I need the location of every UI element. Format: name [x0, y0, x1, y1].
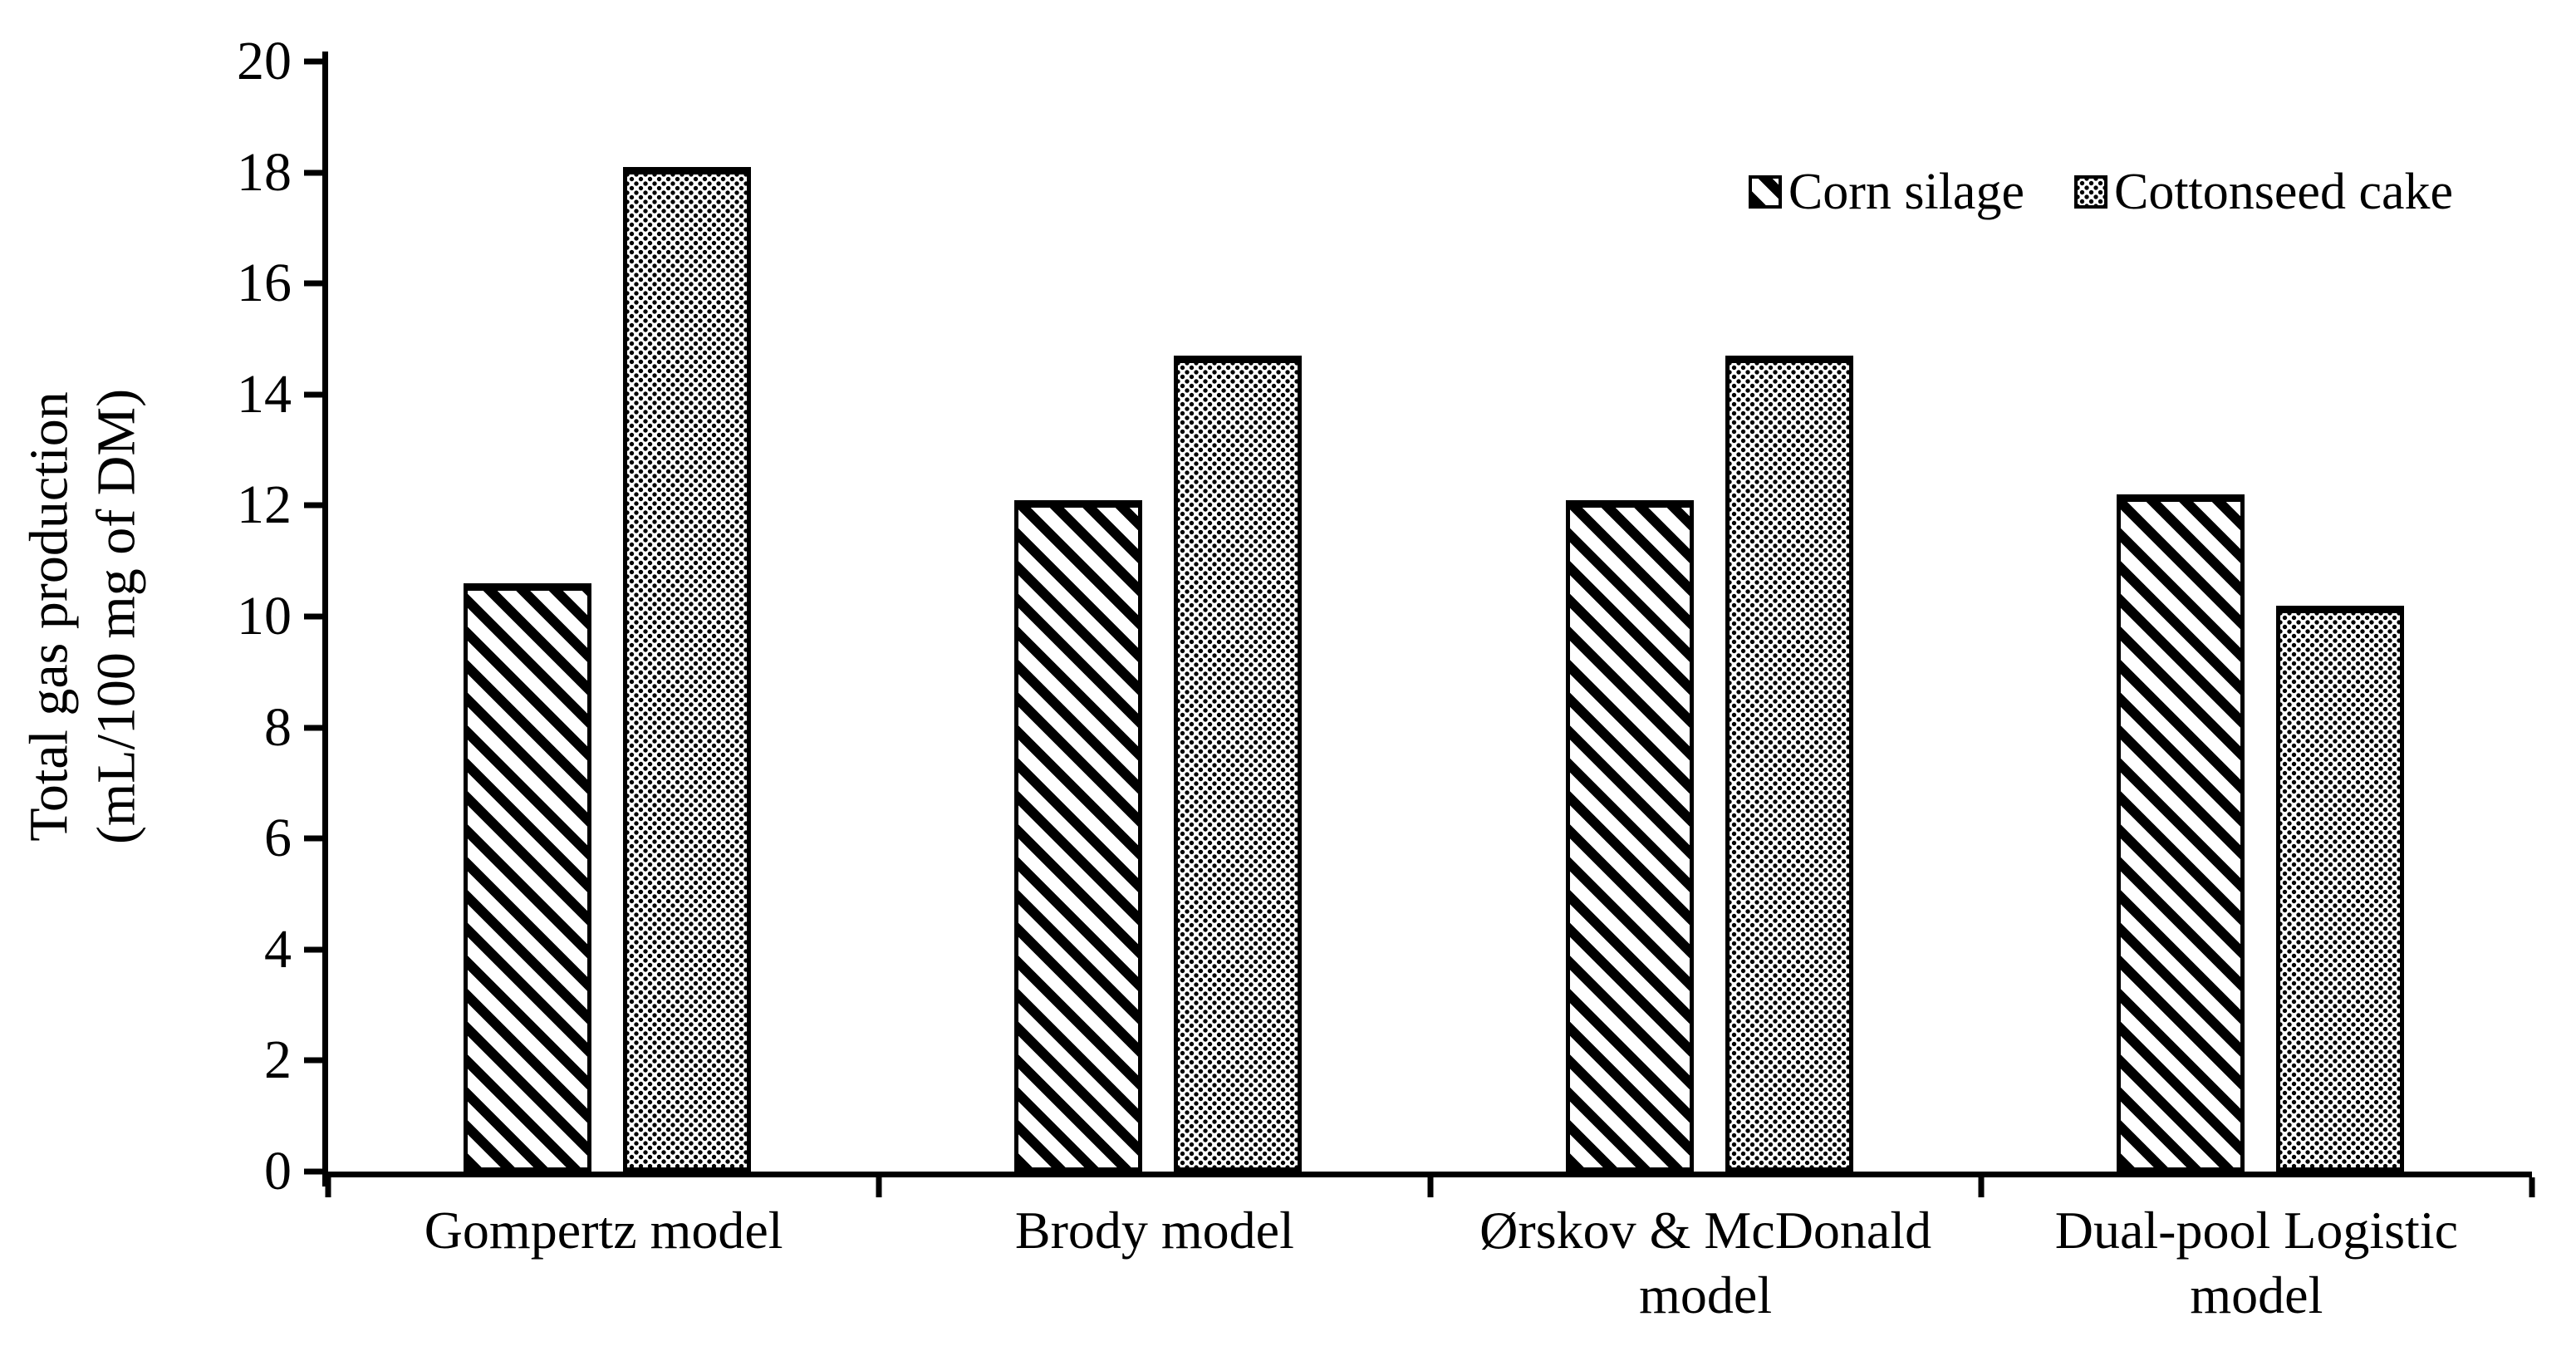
bar-corn-silage-2 [1014, 499, 1143, 1172]
legend-label: Cottonseed cake [2113, 164, 2453, 220]
y-tick-18 [304, 170, 322, 176]
x-label-2-line1: Brody model [1014, 1201, 1294, 1260]
legend-item-cottonseed-cake: Cottonseed cake [2073, 164, 2453, 220]
x-label-4: Dual-pool Logistic model [1981, 1198, 2532, 1328]
x-label-2: Brody model [879, 1198, 1430, 1328]
x-tick-3 [1978, 1177, 1985, 1197]
x-tick-1 [876, 1177, 882, 1197]
y-tick-label-6: 6 [264, 808, 292, 869]
y-tick-label-20: 20 [237, 31, 292, 91]
x-tick-2 [1427, 1177, 1433, 1197]
y-tick-label-10: 10 [237, 586, 292, 646]
y-tick-14 [304, 391, 322, 398]
y-tick-0 [304, 1168, 322, 1175]
y-tick-8 [304, 725, 322, 731]
y-tick-16 [304, 280, 322, 287]
bar-cottonseed-cake-1 [623, 166, 751, 1172]
y-axis-title: Total gas production (mL/100 mg of DM) [16, 389, 150, 844]
x-label-1-line1: Gompertz model [424, 1201, 783, 1260]
y-tick-6 [304, 835, 322, 842]
x-label-4-line1: Dual-pool Logistic [2054, 1201, 2458, 1260]
x-tick-0 [325, 1177, 331, 1197]
y-tick-4 [304, 946, 322, 953]
bar-corn-silage-3 [1565, 499, 1694, 1172]
bar-corn-silage-4 [2116, 494, 2245, 1172]
bar-cottonseed-cake-4 [2275, 605, 2404, 1172]
y-tick-label-18: 18 [237, 141, 292, 203]
x-label-1: Gompertz model [328, 1198, 879, 1328]
plot-area: Corn silage Cottonseed cake 0 2 4 6 8 10 12 14 16… [237, 34, 2535, 1199]
x-axis-line [322, 1172, 2532, 1177]
x-axis-labels: Gompertz model Brody model Ørskov & McDona… [328, 1198, 2532, 1328]
x-tick-4 [2529, 1177, 2535, 1197]
y-axis-title-line1: Total gas production [18, 391, 80, 842]
legend-item-corn-silage: Corn silage [1748, 164, 2024, 220]
x-label-3-line1: Ørskov & McDonald [1479, 1201, 1932, 1260]
x-label-3-line2: model [1639, 1265, 1773, 1325]
x-label-3: Ørskov & McDonald model [1430, 1198, 1981, 1328]
y-tick-label-14: 14 [237, 363, 292, 425]
y-tick-10 [304, 613, 322, 620]
y-tick-label-16: 16 [237, 253, 292, 314]
diagonal-hatch-swatch-icon [1748, 175, 1782, 209]
legend-label: Corn silage [1788, 164, 2024, 220]
y-tick-label-12: 12 [237, 474, 292, 536]
y-tick-2 [304, 1057, 322, 1064]
bar-corn-silage-1 [464, 582, 591, 1172]
y-tick-12 [304, 502, 322, 509]
dot-grid-swatch-icon [2073, 175, 2107, 209]
y-tick-label-0: 0 [264, 1141, 292, 1201]
legend: Corn silage Cottonseed cake [1748, 164, 2453, 220]
y-tick-label-4: 4 [264, 918, 292, 980]
y-axis-title-line2: (mL/100 mg of DM) [86, 388, 146, 845]
y-axis-line [322, 52, 328, 1187]
bar-cottonseed-cake-2 [1174, 356, 1303, 1172]
x-label-4-line2: model [2190, 1265, 2323, 1325]
y-tick-label-8: 8 [264, 696, 292, 758]
bar-cottonseed-cake-3 [1725, 356, 1853, 1172]
y-tick-20 [304, 58, 322, 65]
y-tick-label-2: 2 [264, 1029, 292, 1091]
